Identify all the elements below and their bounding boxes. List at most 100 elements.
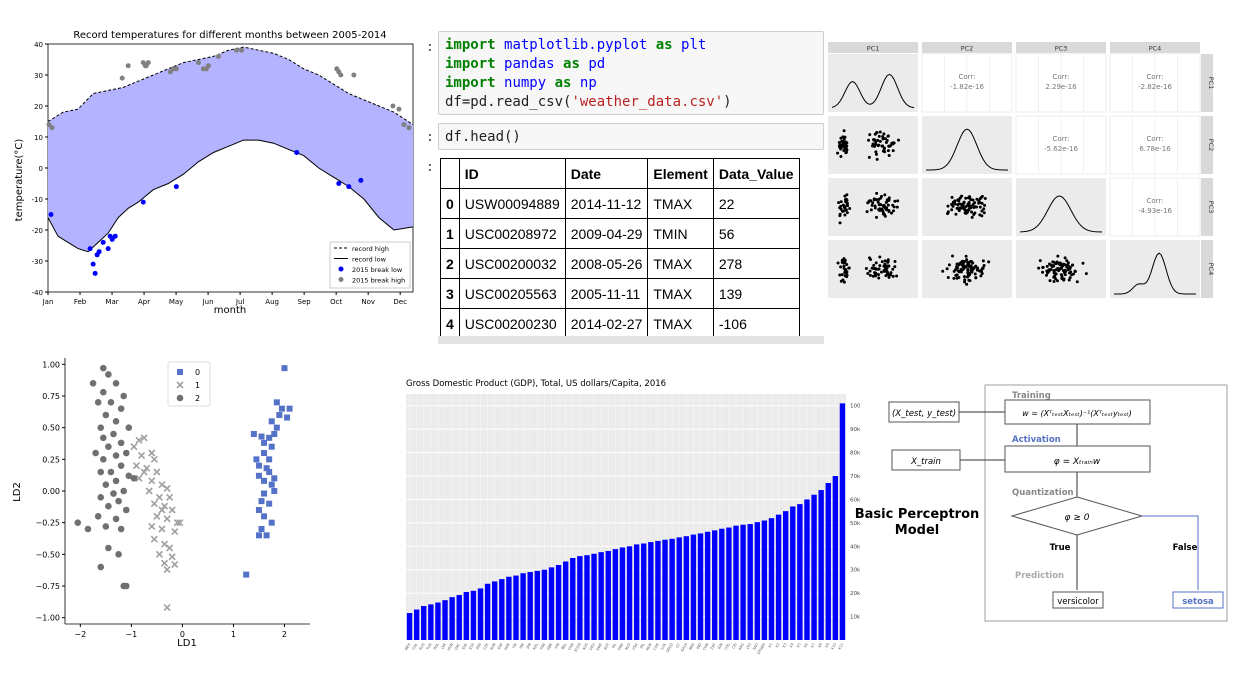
x-tick-label: May [169,298,183,306]
scatter-point [1065,259,1069,263]
scatter-point [837,141,841,145]
table-cell: 56 [712,218,800,249]
x-tick-label: X2 [775,643,781,649]
scatter-point [869,199,873,203]
x-tick-label: DNK [617,642,625,651]
cell-prompt: : [426,130,434,145]
scatter-point [987,260,991,264]
scatter-point [886,134,890,138]
x-tick-label: IRL [639,642,645,649]
x-tick-label: ITA [512,642,518,649]
bar [435,602,441,640]
horizontal-scrollbar[interactable] [438,336,824,344]
scatter-point [975,197,979,201]
density-curve [831,73,915,109]
code-cell-imports[interactable]: import matplotlib.pyplot as plt import pa… [438,31,824,115]
point-class-2 [112,380,120,387]
scatter-point [1052,271,1056,275]
output-prompt: : [426,160,434,175]
x-tick-label: AUT [603,642,610,651]
point-class-0 [268,519,275,526]
scatter-point [1054,262,1058,266]
scatter-point [1063,273,1067,277]
train-formula: w = (XᵀₜₑₛₜXₜₑₛₜ)⁻¹(Xᵀₜₑₛₜyₜₑₛₜ) [1022,409,1132,418]
y-tick-label: 90k [850,427,860,433]
temperature-chart-xlabel: month [214,305,246,316]
point-class-0 [284,414,291,421]
legend: 0 1 2 [167,361,211,407]
bar [648,542,654,640]
scatter-point [981,259,985,263]
scatter-point [843,141,847,145]
scatter-point [962,275,966,279]
scatter-point [890,211,894,215]
x-tick-label: X1 [768,643,774,649]
point-class-0 [281,365,288,372]
x-tick-label: Aug [265,298,279,306]
scatter-point [845,193,849,197]
point-class-2 [107,399,115,406]
scatter-point [838,273,842,277]
column-header: Data_Value [712,158,800,189]
x-tick-label: POL [433,642,440,650]
x-tick-label: X10 [830,643,837,651]
code-cell-head[interactable]: df.head() [438,123,824,150]
scatter-point [1055,279,1059,283]
bar [605,550,611,640]
break-low-point [100,239,106,245]
density-curve [925,128,1009,171]
scatter-point [878,209,882,213]
table-cell: 22 [712,188,800,219]
bar [790,506,796,640]
scatter-point [839,200,843,204]
scatter-point [980,209,984,213]
point-class-1 [166,544,174,552]
scatter-point [982,207,986,211]
break-high-point [195,60,201,66]
scatter-point [941,269,945,273]
scatter-point [1045,273,1049,277]
point-class-0 [263,465,270,472]
legend-swatch [176,394,184,402]
scatter-point [844,147,848,151]
scatter-point [964,196,968,200]
scatter-point [877,276,881,280]
point-class-1 [173,519,181,527]
x-tick-label: PRT [476,642,483,650]
break-high-point [338,72,344,78]
scatter-point [875,130,879,134]
bar [527,572,533,640]
scatter-point [865,210,869,214]
point-class-1 [176,519,184,527]
bar [676,537,682,640]
point-class-1 [158,481,166,489]
scatter-point [983,197,987,201]
scatter-point [873,144,877,148]
scatter-point [886,199,890,203]
scatter-point [973,201,977,205]
bar [520,573,526,640]
y-tick-label: −0.50 [35,550,60,559]
point-class-0 [268,481,275,488]
point-class-1 [148,449,156,457]
point-class-0 [243,571,250,578]
y-tick-label: 1.00 [42,360,60,369]
code-token: as [655,37,673,53]
facet-strip-top [1110,42,1200,53]
scatter-point [883,137,887,141]
scatter-point [1041,270,1045,274]
scatter-point [877,267,881,271]
scatter-point [881,149,885,153]
table-cell: TMAX [647,188,714,219]
point-class-2 [120,582,127,590]
break-low-point [87,246,93,252]
scatter-point [974,205,978,209]
y-tick-label: -30 [32,258,43,266]
bar [612,549,619,640]
scatter-point [892,141,896,145]
scatter-point [1062,269,1066,273]
x-tick-label: CZE [482,643,489,651]
legend-label: 1 [195,381,200,390]
table-cell: 2009-04-29 [564,218,649,249]
point-class-2 [97,563,105,571]
